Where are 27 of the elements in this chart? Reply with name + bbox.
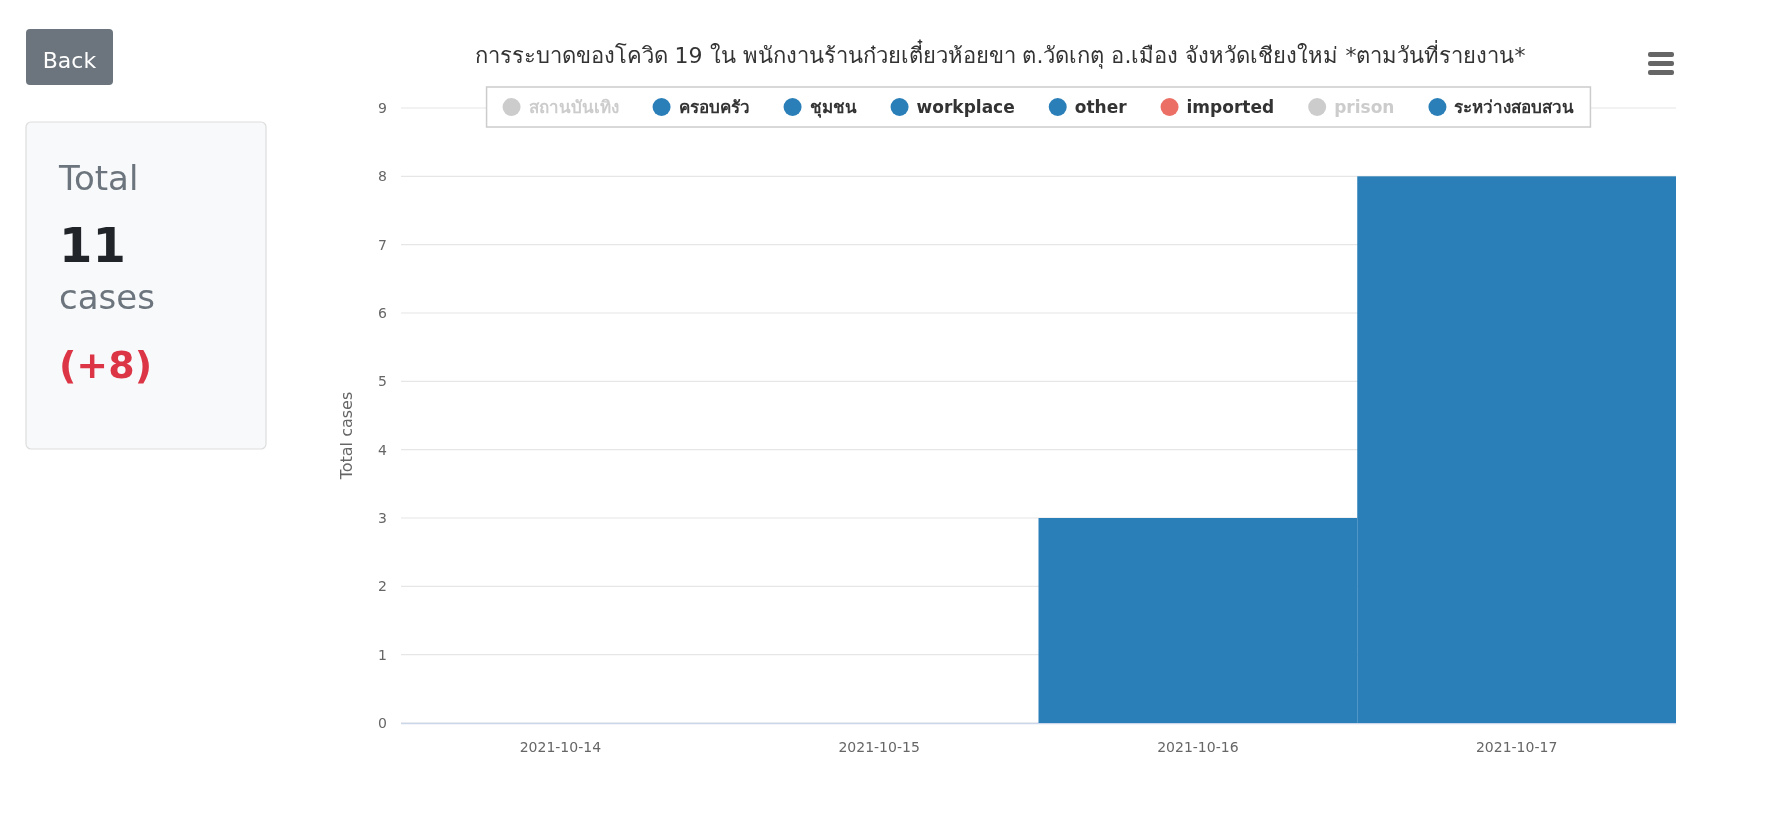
y-tick-label: 5 [378, 373, 387, 390]
legend-label: ชุมชน [809, 97, 857, 118]
y-tick-label: 4 [378, 441, 388, 458]
y-tick-label: 0 [378, 715, 387, 731]
y-axis-title: Total cases [337, 391, 356, 481]
x-tick-label: 2021-10-14 [519, 739, 602, 755]
y-tick-label: 1 [378, 646, 387, 663]
x-tick-label: 2021-10-17 [1475, 739, 1558, 755]
chart-title: การระบาดของโควิด 19 ใน พนักงานร้านก๋วยเตี๋ยวห้อยขา ต.วัดเกตุ อ.เมือง จังหวัดเชียงใหม่ *ตามวันที่รายงาน* [474, 39, 1526, 69]
legend-label: workplace [916, 97, 1015, 117]
x-tick-label: 2021-10-15 [838, 739, 920, 755]
y-tick-label: 2 [378, 578, 387, 595]
legend-label: imported [1186, 97, 1275, 117]
text: Back [42, 48, 97, 73]
y-tick-label: 3 [378, 510, 387, 526]
y-tick-label: 6 [378, 305, 388, 321]
legend-label: ครอบครัว [678, 97, 750, 117]
text: 11 [59, 217, 126, 273]
text: (+8) [59, 343, 153, 387]
y-tick-label: 7 [378, 236, 387, 253]
text: cases [59, 277, 155, 317]
text: Total [58, 158, 139, 198]
x-tick-label: 2021-10-16 [1157, 739, 1239, 755]
legend-label: other [1074, 97, 1128, 117]
y-tick-label: 8 [378, 168, 387, 185]
y-tick-label: 9 [378, 100, 387, 116]
legend-label: ระหว่างสอบสวน [1454, 97, 1575, 117]
